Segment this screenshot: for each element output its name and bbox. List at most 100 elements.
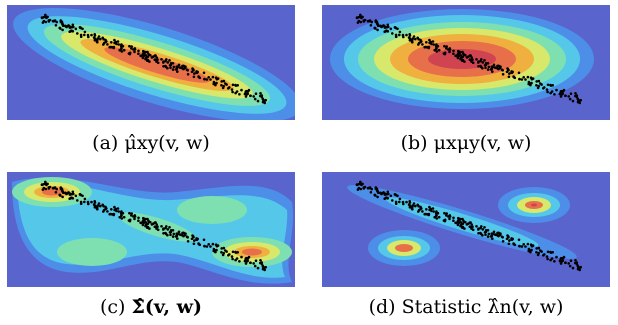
data-point — [412, 35, 416, 38]
data-point — [117, 43, 120, 46]
data-point — [90, 200, 93, 204]
data-point — [162, 61, 165, 64]
data-point — [359, 180, 362, 184]
data-point — [96, 207, 99, 211]
data-point — [398, 197, 402, 201]
data-point — [181, 64, 184, 68]
data-point — [168, 64, 172, 67]
data-point — [461, 58, 465, 62]
data-point — [106, 210, 109, 213]
data-point — [113, 38, 116, 42]
data-point — [169, 66, 172, 70]
data-point — [423, 45, 426, 49]
data-point — [79, 33, 83, 37]
data-point — [408, 33, 411, 36]
data-point — [74, 194, 78, 198]
data-point — [356, 21, 360, 24]
data-point — [93, 33, 96, 36]
data-point — [469, 225, 473, 229]
data-point — [386, 196, 389, 200]
data-point — [116, 207, 120, 210]
data-point — [435, 214, 438, 218]
caption-d-label: (d) — [368, 296, 396, 318]
data-point — [155, 56, 158, 59]
data-point — [252, 262, 255, 265]
data-point — [435, 43, 438, 46]
data-point — [234, 250, 237, 254]
data-point — [385, 26, 389, 29]
data-point — [76, 32, 79, 35]
data-point — [443, 44, 446, 48]
data-point — [389, 27, 393, 31]
data-point — [244, 262, 248, 265]
data-point — [212, 249, 215, 253]
data-point — [546, 90, 549, 94]
data-point — [492, 230, 496, 234]
data-point — [151, 55, 155, 59]
caption-a: (a) μ̂xy(v, w) — [7, 132, 295, 154]
data-point — [120, 217, 124, 220]
data-point — [146, 55, 150, 59]
data-point — [417, 210, 420, 213]
data-point — [104, 207, 107, 211]
data-point — [166, 61, 170, 64]
data-point — [447, 215, 450, 218]
caption-c-math: Σ̂(v, w) — [131, 296, 203, 318]
data-point — [193, 72, 196, 75]
data-point — [186, 240, 190, 243]
data-point — [259, 261, 262, 265]
data-point — [498, 66, 502, 70]
data-point — [120, 43, 123, 46]
data-point — [359, 20, 363, 24]
data-point — [486, 68, 490, 71]
data-point — [391, 32, 394, 35]
data-point — [259, 92, 262, 95]
data-point — [112, 213, 115, 217]
data-point — [205, 245, 209, 248]
data-point — [377, 24, 380, 28]
data-point — [359, 187, 363, 191]
data-point — [254, 259, 258, 262]
data-point — [261, 265, 265, 269]
data-point — [156, 228, 160, 232]
data-point — [414, 204, 417, 208]
data-point — [96, 40, 99, 44]
data-point — [144, 224, 147, 228]
data-point — [471, 228, 475, 232]
data-point — [215, 244, 219, 248]
data-point — [253, 97, 257, 101]
data-point — [445, 47, 448, 50]
data-point — [477, 232, 480, 235]
data-point — [468, 221, 472, 224]
data-point — [83, 200, 86, 204]
data-point — [53, 186, 57, 189]
data-point — [61, 28, 64, 32]
data-point — [146, 58, 150, 62]
data-point — [423, 212, 426, 216]
data-point — [144, 217, 147, 221]
data-point — [171, 235, 175, 238]
data-point — [457, 50, 460, 53]
data-point — [203, 77, 206, 81]
data-point — [578, 268, 581, 272]
data-point — [550, 257, 554, 260]
data-point — [394, 33, 398, 37]
data-point — [419, 205, 422, 209]
data-point — [492, 63, 496, 67]
data-point — [471, 61, 475, 65]
data-point — [117, 210, 120, 213]
data-point — [410, 205, 414, 209]
data-point — [524, 78, 527, 81]
data-point — [160, 225, 163, 228]
data-point — [132, 215, 135, 218]
data-point — [466, 222, 470, 226]
data-point — [193, 239, 196, 242]
data-point — [542, 254, 545, 257]
data-point — [40, 183, 44, 186]
data-point — [191, 67, 194, 70]
data-point — [435, 217, 439, 220]
data-point — [97, 202, 101, 205]
data-point — [461, 222, 465, 226]
data-point — [165, 58, 168, 61]
data-point — [166, 228, 170, 231]
